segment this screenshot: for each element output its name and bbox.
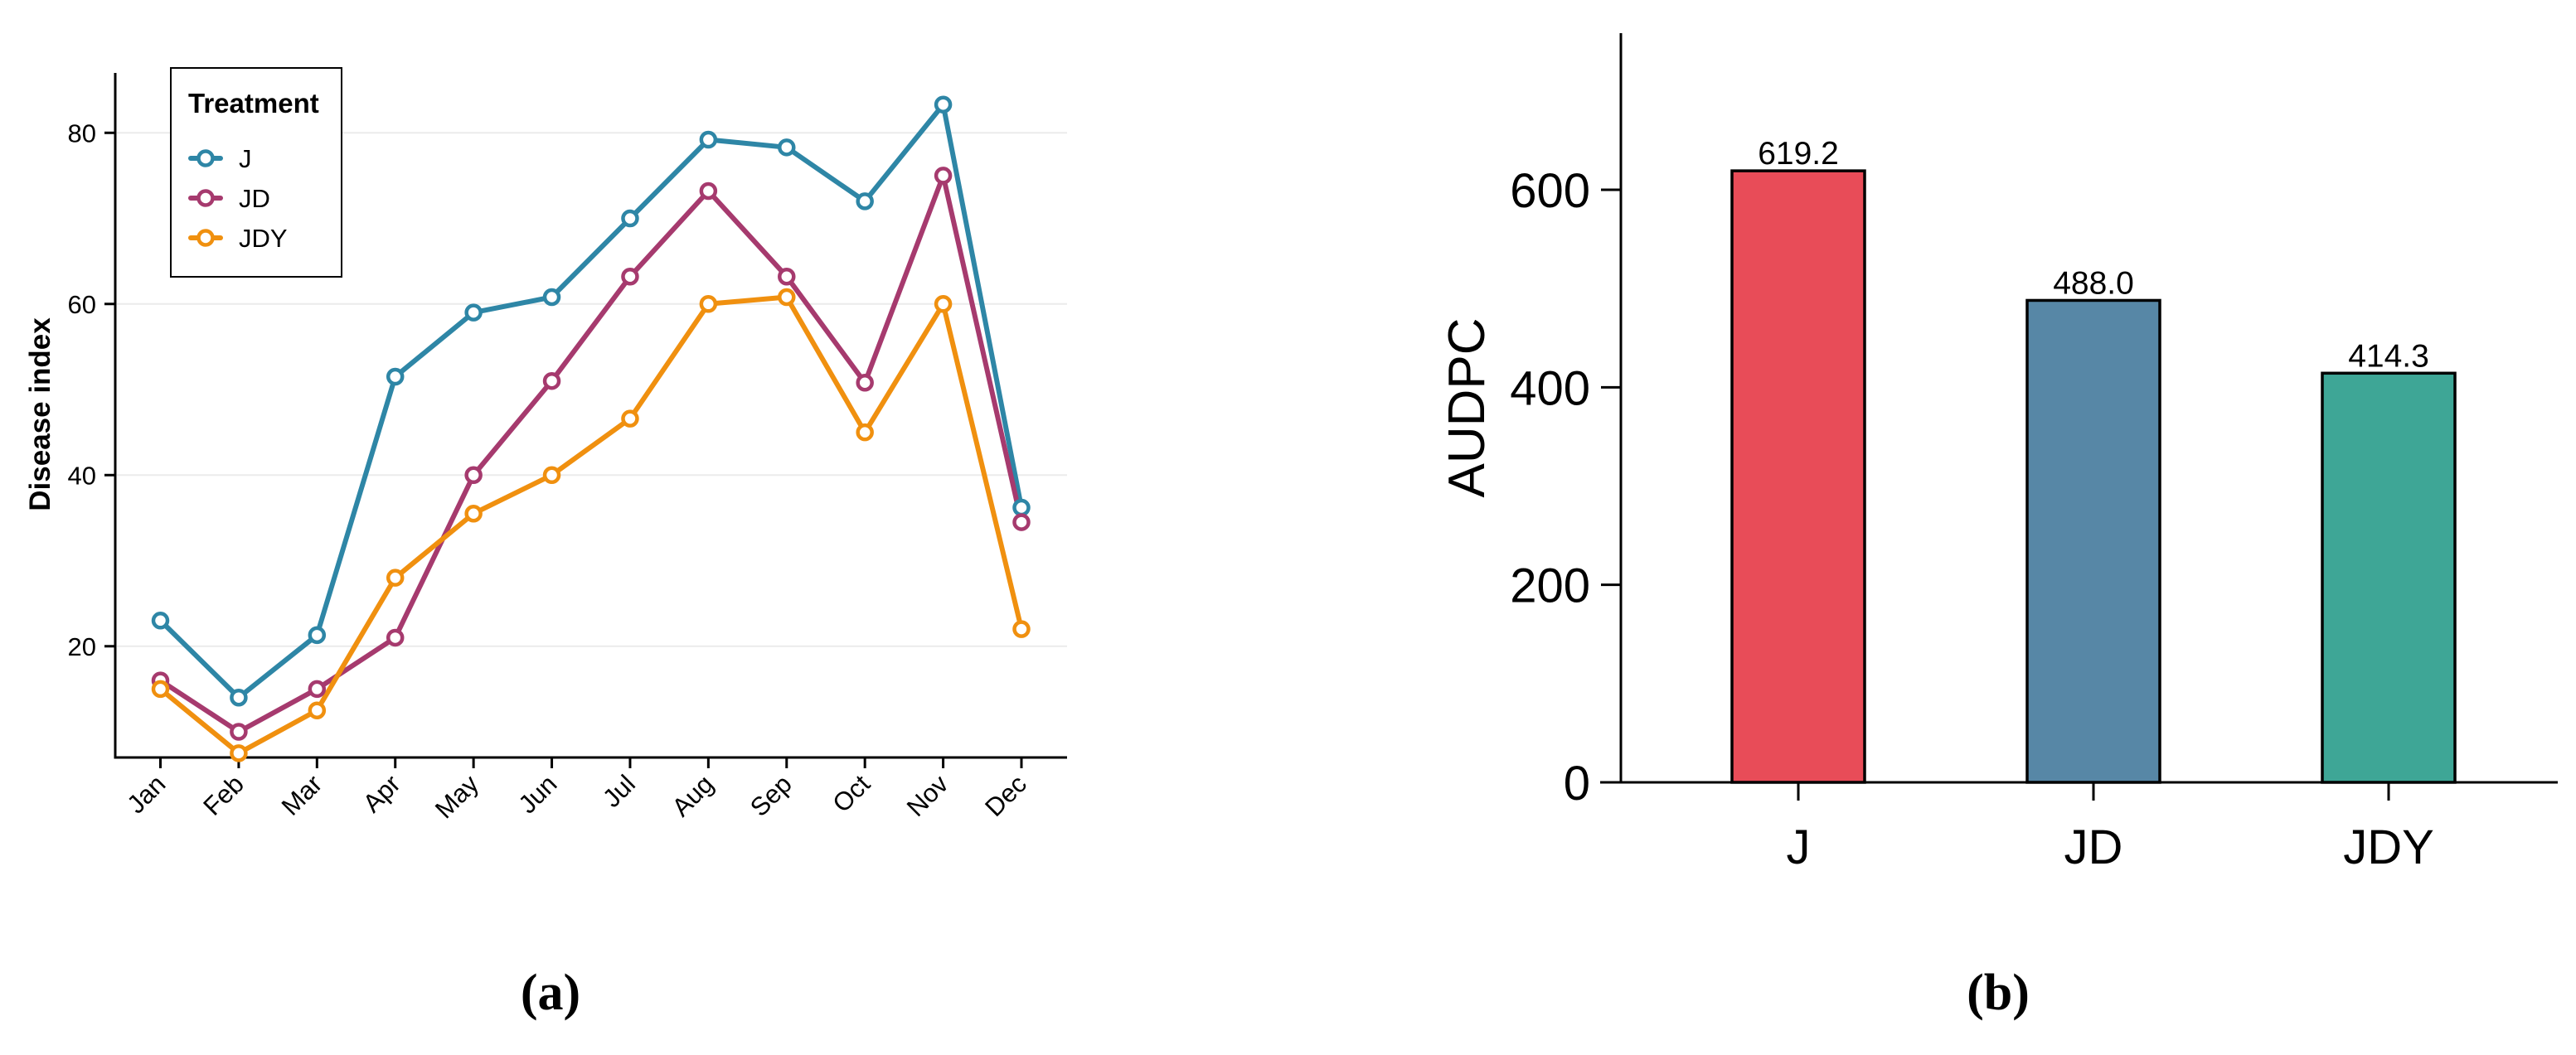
x-tick-label: Apr [357, 769, 406, 818]
x-tick-label: Jun [512, 769, 562, 819]
series-line-jd [158, 172, 1024, 734]
y-tick-label-b: 200 [1510, 559, 1590, 613]
series-line-jdy [158, 294, 1024, 756]
point-jdy [542, 466, 561, 485]
series-line-j [158, 102, 1024, 700]
point-j [1012, 498, 1031, 517]
point-j [464, 303, 483, 322]
bars: 619.2 488.0 414.3 [1730, 136, 2457, 784]
point-j [386, 367, 405, 386]
point-j [151, 612, 170, 630]
point-jdy [308, 701, 327, 719]
x-tick-label: May [429, 769, 485, 825]
legend-items: J JD JDY [188, 144, 288, 253]
x-tick-label: Jan [121, 769, 171, 819]
legend-label-jd: JD [239, 184, 270, 213]
x-axis-ticks-b: J JD JDY [1787, 782, 2434, 874]
y-tick-label-b: 600 [1510, 164, 1590, 218]
x-tick-label: Feb [197, 769, 250, 821]
bar-value-label: 414.3 [2348, 338, 2429, 374]
point-jdy [1012, 620, 1031, 638]
point-jdy [934, 295, 953, 313]
point-jdy [151, 680, 170, 699]
y-axis-label: Disease index [24, 317, 56, 511]
legend: Treatment J JD JDY [170, 67, 342, 278]
y-axis-ticks: 20 40 60 80 [68, 119, 115, 661]
bar-value-label: 488.0 [2053, 265, 2134, 301]
point-jdy [856, 423, 874, 442]
legend-title: Treatment [188, 88, 319, 119]
x-tick-label-b: J [1787, 820, 1811, 874]
point-jdy [464, 504, 483, 523]
x-tick-label: Nov [901, 769, 954, 822]
legend-label-jdy: JDY [239, 224, 288, 253]
x-tick-label: Oct [827, 769, 876, 818]
y-tick-label-b: 400 [1510, 361, 1590, 415]
legend-label-j: J [239, 144, 252, 173]
point-j [308, 626, 327, 645]
point-j [778, 138, 796, 157]
point-j [856, 192, 874, 211]
panel-label-a: (a) [521, 965, 580, 1021]
bar-value-label: 619.2 [1758, 136, 1839, 172]
point-j [934, 95, 953, 114]
point-jd [230, 723, 248, 741]
y-axis-label-b: AUDPC [1438, 317, 1496, 497]
point-jd [1012, 513, 1031, 531]
y-tick-label-b: 0 [1564, 757, 1590, 811]
y-tick-label: 60 [68, 290, 96, 319]
legend-marker-jd [196, 189, 215, 207]
line-chart-panel: 20 40 60 80 Jan Feb Mar Apr May Jun Jul Aug Sep Oct N… [24, 67, 1067, 1021]
point-jdy [621, 409, 639, 428]
series-group [151, 95, 1031, 762]
point-j [542, 288, 561, 307]
y-tick-label: 80 [68, 119, 96, 148]
y-axis-ticks-b: 0 200 400 600 [1510, 164, 1621, 811]
x-tick-label-b: JDY [2343, 820, 2434, 874]
point-jd [464, 466, 483, 485]
point-jdy [386, 569, 405, 587]
x-tick-label: Aug [667, 769, 720, 822]
x-tick-label-b: JD [2064, 820, 2123, 874]
bar-j [1730, 169, 1866, 784]
point-jd [778, 267, 796, 286]
x-tick-label: Sep [745, 769, 798, 822]
point-jd [934, 167, 953, 185]
x-tick-label: Jul [597, 769, 641, 813]
legend-marker-j [196, 149, 215, 167]
point-jdy [230, 744, 248, 762]
bar-jd [2025, 298, 2161, 784]
point-j [230, 688, 248, 707]
point-jd [621, 267, 639, 286]
point-j [621, 209, 639, 228]
point-jd [308, 680, 327, 699]
point-jd [699, 181, 718, 201]
x-tick-label: Dec [979, 769, 1032, 822]
y-tick-label: 20 [68, 632, 96, 661]
legend-marker-jdy [196, 229, 215, 247]
point-j [699, 130, 718, 149]
point-jd [856, 374, 874, 392]
y-tick-label: 40 [68, 461, 96, 490]
point-jd [542, 371, 561, 390]
point-jdy [699, 295, 718, 313]
x-axis-ticks: Jan Feb Mar Apr May Jun Jul Aug Sep Oct Nov Dec [121, 757, 1032, 824]
point-jd [386, 628, 405, 647]
x-tick-label: Mar [276, 769, 328, 821]
bar-jdy [2321, 371, 2457, 784]
panel-label-b: (b) [1967, 965, 2030, 1021]
point-jdy [778, 288, 796, 307]
